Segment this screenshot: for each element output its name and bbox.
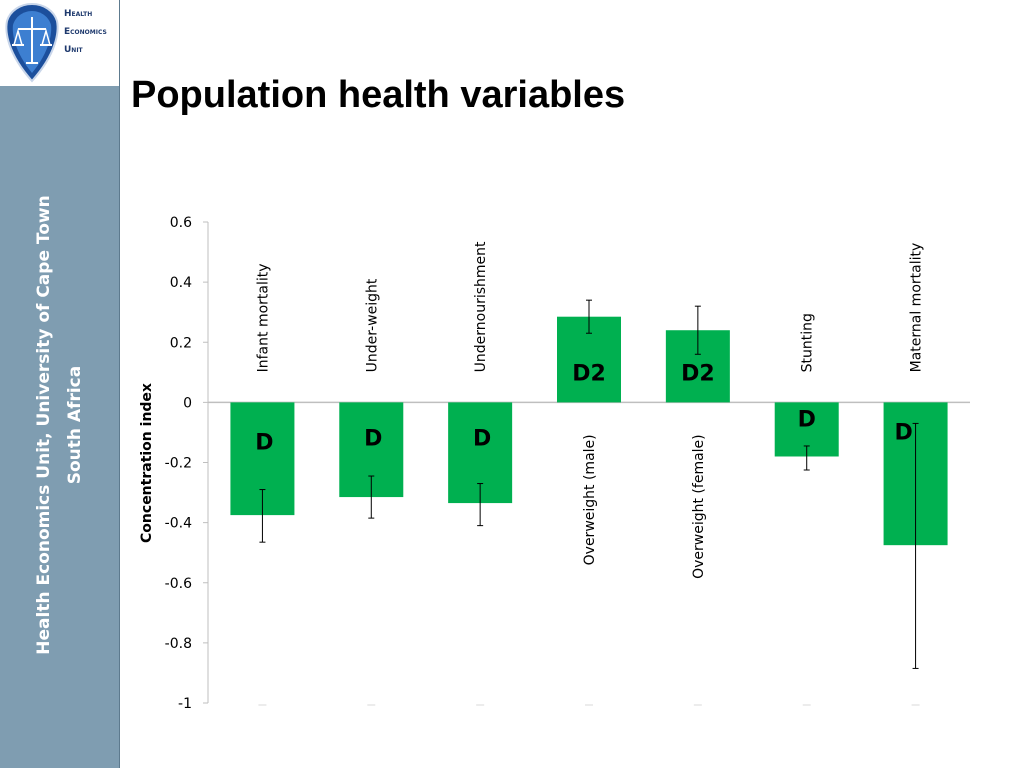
category-label: Under-weight	[364, 278, 380, 372]
category-label: Infant mortality	[255, 263, 271, 372]
significance-label: D	[473, 426, 491, 451]
significance-label: D2	[572, 361, 606, 386]
logo: Health Economics Unit	[0, 0, 120, 86]
category-label: Overweight (female)	[691, 434, 707, 579]
category-label: Undernourishment	[473, 241, 489, 372]
y-tick-label: 0	[183, 395, 192, 411]
logo-line-1: Health	[64, 9, 93, 19]
chart-bars	[230, 316, 948, 546]
significance-label: D	[255, 430, 273, 455]
chart-labels: Infant mortality D Under-weight D Undernouri…	[255, 241, 924, 579]
y-tick-label: -0.6	[165, 576, 192, 592]
y-tick-label: 0.6	[170, 215, 192, 231]
significance-label: D	[894, 420, 912, 445]
logo-line-2: Economics	[64, 27, 107, 37]
significance-label: D	[798, 407, 816, 432]
y-tick-label: 0.2	[170, 335, 192, 351]
page-title: Population health variables	[131, 74, 626, 116]
chart-axes: 0.6 0.4 0.2 0 -0.2 -0.4 -0.6 -0.8 -1	[165, 215, 970, 712]
y-tick-label: -0.4	[165, 516, 192, 532]
category-label: Overweight (male)	[582, 434, 598, 565]
y-tick-label: -1	[178, 696, 192, 712]
y-tick-label: 0.4	[170, 275, 192, 291]
logo-line-3: Unit	[64, 45, 83, 55]
category-label: Maternal mortality	[909, 243, 925, 373]
y-tick-label: -0.2	[165, 456, 192, 472]
significance-label: D	[364, 426, 382, 451]
category-label: Stunting	[800, 313, 816, 372]
significance-label: D2	[681, 361, 715, 386]
y-axis-title: Concentration index	[139, 383, 155, 543]
logo-text: Health Economics Unit	[64, 5, 120, 59]
y-tick-label: -0.8	[165, 636, 192, 652]
chart-error-bars	[259, 299, 919, 669]
scales-of-justice-shield-icon	[5, 2, 59, 83]
sidebar	[0, 86, 120, 768]
